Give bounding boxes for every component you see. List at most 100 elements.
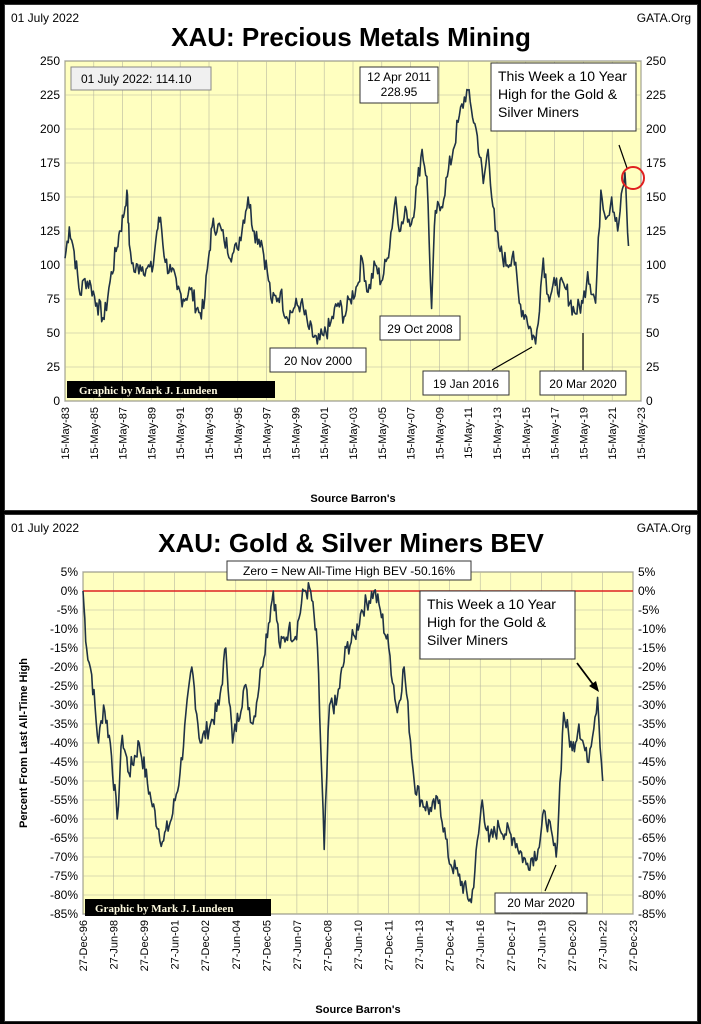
y-tick-label: -70% [50,850,78,864]
annotation-2020-low [494,892,588,914]
x-tick-label: 15-May-87 [118,407,130,460]
y-tick-label: 0% [61,584,79,598]
credit-box [85,899,271,916]
y-tick-label: 50 [646,326,660,340]
y-tick-label: -45% [50,755,78,769]
y-tick-label: -80% [638,888,666,902]
y-axis-label: Percent From Last All-Time High [18,658,30,828]
annotation-10yr-high-line1: This Week a 10 Year [427,596,556,612]
y-tick-label: 75 [646,292,660,306]
y-tick-label: 0 [646,394,653,408]
x-tick-label: 15-May-07 [406,407,418,460]
y-tick-label: -55% [638,793,666,807]
y-tick-label: 225 [40,88,60,102]
x-tick-label: 27-Dec-05 [261,920,273,971]
y-tick-label: 200 [40,122,60,136]
y-tick-label: -15% [50,641,78,655]
y-tick-label: -60% [50,812,78,826]
annotation-arrow [576,662,596,688]
x-tick-label: 27-Dec-08 [322,920,334,971]
y-tick-label: 0% [638,584,656,598]
y-tick-label: -75% [638,869,666,883]
y-tick-label: 150 [646,190,666,204]
x-tick-label: 15-May-19 [578,407,590,460]
x-tick-label: 15-May-11 [463,407,475,459]
y-tick-label: -65% [638,831,666,845]
chart-panel-xau-bev: 01 July 2022 GATA.Org XAU: Gold & Silver… [4,514,698,1022]
y-tick-label: -85% [50,907,78,921]
y-tick-label: -5% [638,603,660,617]
annotation-arrow [618,144,628,169]
value-box [70,66,212,91]
x-tick-label: 27-Jun-01 [170,920,182,970]
annotation-2020-arrow [544,864,557,892]
annotation-10yr-high-line2: High for the Gold & [498,86,618,102]
annotation-2008-low-text: 29 Oct 2008 [387,322,453,336]
xau-bev-line [82,582,604,904]
y-tick-label: -70% [638,850,666,864]
y-tick-label: -45% [638,755,666,769]
x-tick-label: 15-May-21 [607,407,619,460]
chart-source-site: GATA.Org [637,11,691,25]
y-tick-label: -10% [638,622,666,636]
annotation-10yr-high [490,62,637,132]
y-tick-label: -20% [638,660,666,674]
annotation-2016-low-text: 19 Jan 2016 [433,377,499,391]
x-tick-label: 27-Jun-22 [597,920,609,970]
xau-price-chart: 01 July 2022 GATA.Org XAU: Precious Meta… [11,11,691,505]
x-axis-label: Source Barron's [310,493,395,505]
chart-panel-xau-price: 01 July 2022 GATA.Org XAU: Precious Meta… [4,4,698,511]
value-box-text: 01 July 2022: 114.10 [81,72,192,86]
annotation-10yr-high-line3: Silver Miners [498,104,579,120]
x-tick-label: 27-Jun-10 [353,920,365,970]
y-axis-right: 5% 0% -5% -10% -15% -20% -25% -30% -35% -40% -45% -… [638,565,666,921]
annotation-2011-peak-date: 12 Apr 2011 [367,70,431,84]
y-tick-label: 125 [40,224,60,238]
x-tick-label: 27-Jun-16 [475,920,487,970]
annotation-arrowhead [589,681,599,692]
annotation-2011-peak [359,66,439,104]
x-tick-label: 15-May-05 [377,407,389,460]
x-tick-label: 27-Dec-11 [384,920,396,971]
x-tick-label: 15-May-93 [204,407,216,460]
x-tick-label: 27-Dec-17 [506,920,518,971]
x-tick-label: 27-Dec-23 [628,920,640,971]
chart-subtitle: Zero = New All-Time High BEV -50.16% [243,564,455,578]
credit-box [67,381,275,398]
y-tick-label: -50% [50,774,78,788]
y-axis-right: 0 25 50 75 100 125 150 175 200 225 250 [646,54,666,408]
y-axis-left: 5% 0% -5% -10% -15% -20% -25% -30% -35% -40% -45% -… [50,565,78,921]
y-tick-label: -40% [638,736,666,750]
annotation-10yr-high [419,590,576,660]
credit-text: Graphic by Mark J. Lundeen [95,903,233,915]
x-tick-label: 15-May-13 [492,407,504,460]
y-tick-label: -50% [638,774,666,788]
x-tick-label: 15-May-01 [319,407,331,460]
annotation-2016-arrow [491,346,533,371]
annotation-2020-low-text: 20 Mar 2020 [549,377,617,391]
subtitle-box [226,560,472,581]
x-tick-label: 15-May-23 [636,407,648,460]
annotation-10yr-high-line3: Silver Miners [427,632,508,648]
x-tick-label: 27-Dec-96 [78,920,90,971]
credit-text: Graphic by Mark J. Lundeen [79,385,217,397]
y-tick-label: 50 [47,326,61,340]
x-tick-label: 27-Dec-14 [445,920,457,971]
y-tick-label: 0 [53,394,60,408]
x-tick-label: 27-Jun-04 [231,920,243,970]
y-tick-label: 175 [646,156,666,170]
x-tick-label: 27-Jun-13 [414,920,426,970]
y-tick-label: -60% [638,812,666,826]
y-tick-label: -5% [57,603,79,617]
y-tick-label: -75% [50,869,78,883]
annotation-10yr-high-line1: This Week a 10 Year [498,68,627,84]
annotation-2000-low-text: 20 Nov 2000 [284,354,352,368]
annotation-2000-low [269,347,367,373]
y-tick-label: -40% [50,736,78,750]
y-tick-label: 225 [646,88,666,102]
x-tick-label: 15-May-17 [550,407,562,460]
y-tick-label: -30% [638,698,666,712]
x-tick-label: 27-Dec-99 [139,920,151,971]
annotation-2020-low [539,370,627,396]
x-tick-label: 15-May-95 [233,407,245,460]
